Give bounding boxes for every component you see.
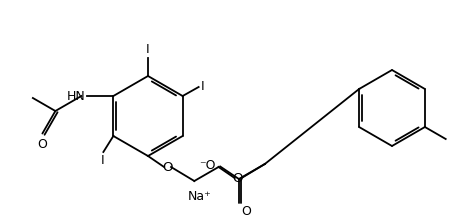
Text: O: O [38, 138, 47, 151]
Text: I: I [200, 80, 204, 93]
Text: I: I [146, 43, 150, 56]
Text: I: I [100, 154, 104, 167]
Text: ⁻O: ⁻O [199, 159, 215, 172]
Text: Na⁺: Na⁺ [187, 190, 211, 203]
Text: O: O [232, 172, 243, 185]
Text: O: O [162, 161, 173, 174]
Text: O: O [241, 205, 251, 218]
Text: HN: HN [66, 90, 86, 103]
